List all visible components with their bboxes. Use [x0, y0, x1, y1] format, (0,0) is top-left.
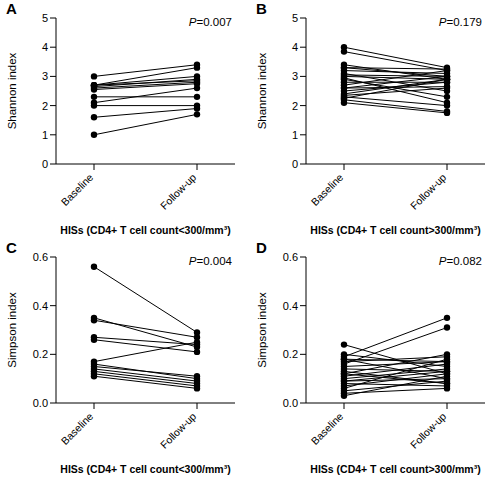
- svg-text:2: 2: [292, 100, 298, 112]
- svg-text:5: 5: [292, 12, 298, 24]
- svg-text:Simpson index: Simpson index: [256, 292, 268, 368]
- svg-text:Simpson index: Simpson index: [8, 292, 18, 368]
- html-text:P =0.004: P =0.004: [188, 254, 232, 267]
- svg-text:Shannon index: Shannon index: [256, 52, 268, 129]
- svg-text:0.6: 0.6: [283, 250, 298, 262]
- html-text:P =0.082: P =0.082: [438, 254, 482, 267]
- svg-text:HISs (CD4+ T cell count>300/mm: HISs (CD4+ T cell count>300/mm³): [310, 463, 480, 475]
- svg-text:1: 1: [292, 129, 298, 141]
- svg-text:0.4: 0.4: [33, 299, 48, 311]
- svg-text:5: 5: [42, 12, 48, 24]
- svg-text:0: 0: [42, 158, 48, 170]
- svg-text:Follow-up: Follow-up: [158, 171, 199, 212]
- html-text:P =0.007: P =0.007: [188, 16, 232, 28]
- svg-text:3: 3: [42, 70, 48, 82]
- html-text:P =0.179: P =0.179: [438, 16, 482, 28]
- html-text:A: A: [6, 0, 17, 17]
- svg-text:0.6: 0.6: [33, 250, 48, 262]
- svg-text:Follow-up: Follow-up: [158, 409, 199, 450]
- html-text:D: D: [256, 238, 267, 256]
- svg-text:Baseline: Baseline: [308, 409, 345, 446]
- svg-text:0.0: 0.0: [283, 396, 298, 408]
- svg-text:Baseline: Baseline: [308, 171, 345, 208]
- svg-text:1: 1: [42, 129, 48, 141]
- svg-text:Follow-up: Follow-up: [408, 171, 449, 212]
- svg-text:2: 2: [42, 100, 48, 112]
- svg-text:Shannon index: Shannon index: [8, 52, 18, 129]
- svg-text:0: 0: [292, 158, 298, 170]
- svg-text:3: 3: [292, 70, 298, 82]
- html-text:B: B: [256, 0, 267, 17]
- svg-text:HISs (CD4+ T cell count>300/mm: HISs (CD4+ T cell count>300/mm³): [310, 224, 480, 236]
- svg-text:Baseline: Baseline: [58, 171, 95, 208]
- svg-text:4: 4: [42, 41, 48, 53]
- svg-text:0.2: 0.2: [33, 348, 48, 360]
- svg-text:HISs (CD4+ T cell count<300/mm: HISs (CD4+ T cell count<300/mm³): [60, 463, 230, 475]
- svg-text:0.4: 0.4: [283, 299, 298, 311]
- svg-text:0.0: 0.0: [33, 396, 48, 408]
- svg-text:Follow-up: Follow-up: [408, 409, 449, 450]
- svg-text:Baseline: Baseline: [58, 409, 95, 446]
- svg-text:4: 4: [292, 41, 298, 53]
- html-text:C: C: [6, 238, 17, 256]
- svg-text:HISs (CD4+ T cell count<300/mm: HISs (CD4+ T cell count<300/mm³): [60, 224, 230, 236]
- svg-text:0.2: 0.2: [283, 348, 298, 360]
